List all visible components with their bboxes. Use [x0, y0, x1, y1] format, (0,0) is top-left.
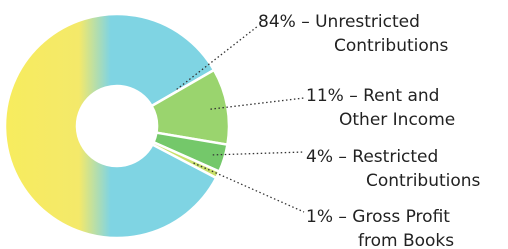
category-label: Unrestricted — [315, 12, 420, 32]
category-label: from Books — [358, 231, 454, 249]
segment-label: 11% – Rent and — [306, 86, 439, 106]
category-label: Rent and — [363, 86, 439, 106]
separator: – — [338, 207, 347, 227]
value-label: 4% — [306, 147, 333, 167]
value-label: 84% — [258, 12, 296, 32]
category-label: Restricted — [352, 147, 438, 167]
separator: – — [338, 147, 347, 167]
chart: 84% – Unrestricted Contributions 11% – Ren… — [0, 0, 508, 249]
segment-label: 1% – Gross Profit — [306, 207, 450, 227]
segment-label: 4% – Restricted — [306, 147, 438, 167]
value-label: 11% — [306, 86, 344, 106]
category-label: Contributions — [366, 171, 481, 191]
category-label: Other Income — [339, 110, 455, 130]
separator: – — [349, 86, 358, 106]
category-label: Gross Profit — [352, 207, 450, 227]
value-label: 1% — [306, 207, 333, 227]
separator: – — [301, 12, 310, 32]
segment-label: 84% – Unrestricted — [258, 12, 420, 32]
category-label: Contributions — [334, 36, 449, 56]
